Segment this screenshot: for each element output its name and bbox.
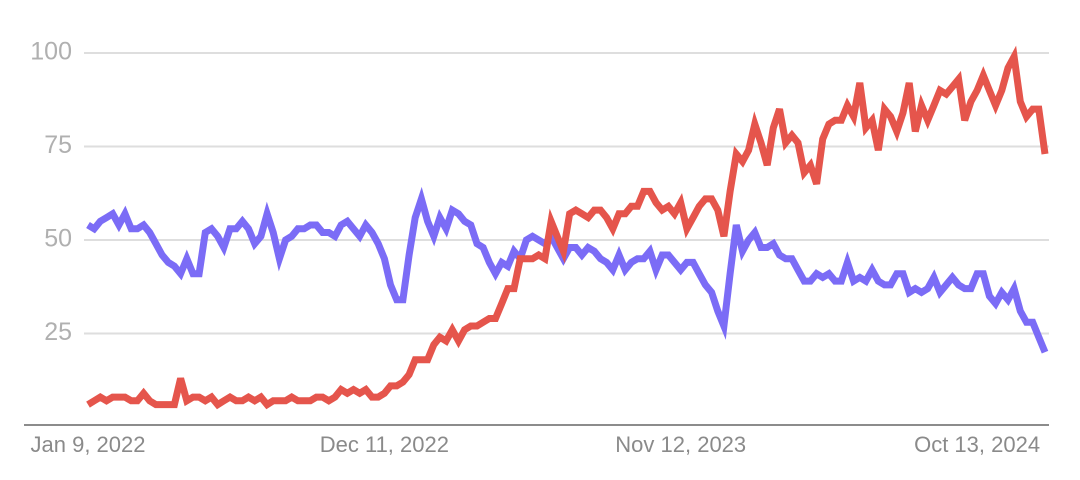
y-tick-label: 50	[44, 225, 72, 253]
y-tick-label: 25	[44, 318, 72, 346]
trend-line	[86, 45, 1049, 410]
y-tick-label: 100	[30, 38, 72, 66]
x-tick-label: Jan 9, 2022	[31, 432, 146, 457]
y-tick-label: 75	[44, 131, 72, 159]
x-tick-label: Oct 13, 2024	[914, 432, 1040, 457]
x-tick-label: Nov 12, 2023	[615, 432, 746, 457]
x-tick-label: Dec 11, 2022	[320, 432, 449, 457]
